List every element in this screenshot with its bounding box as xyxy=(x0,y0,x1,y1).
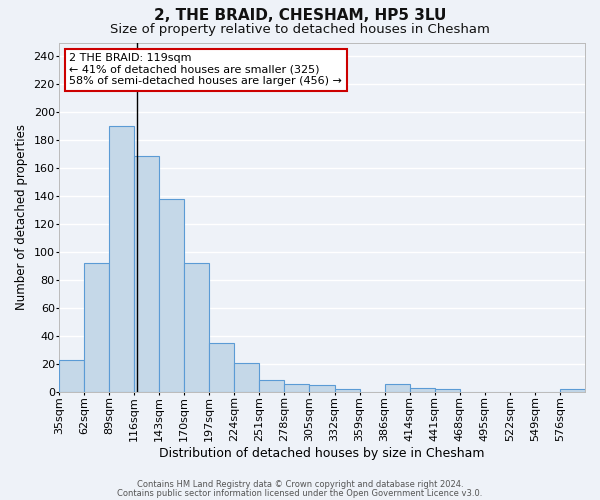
Bar xyxy=(159,199,184,392)
Bar xyxy=(385,384,410,392)
Bar xyxy=(109,126,134,392)
Bar xyxy=(59,360,84,392)
Bar xyxy=(235,363,259,392)
Text: 2 THE BRAID: 119sqm
← 41% of detached houses are smaller (325)
58% of semi-detac: 2 THE BRAID: 119sqm ← 41% of detached ho… xyxy=(70,53,343,86)
Text: Contains HM Land Registry data © Crown copyright and database right 2024.: Contains HM Land Registry data © Crown c… xyxy=(137,480,463,489)
Bar xyxy=(435,390,460,392)
Bar xyxy=(410,388,435,392)
Bar xyxy=(84,264,109,392)
Bar xyxy=(184,264,209,392)
Bar xyxy=(209,343,235,392)
Bar xyxy=(134,156,159,392)
Text: Size of property relative to detached houses in Chesham: Size of property relative to detached ho… xyxy=(110,22,490,36)
Bar xyxy=(560,390,585,392)
Y-axis label: Number of detached properties: Number of detached properties xyxy=(15,124,28,310)
Text: Contains public sector information licensed under the Open Government Licence v3: Contains public sector information licen… xyxy=(118,488,482,498)
Bar xyxy=(335,390,359,392)
Bar xyxy=(310,385,335,392)
Text: 2, THE BRAID, CHESHAM, HP5 3LU: 2, THE BRAID, CHESHAM, HP5 3LU xyxy=(154,8,446,22)
X-axis label: Distribution of detached houses by size in Chesham: Distribution of detached houses by size … xyxy=(159,447,485,460)
Bar xyxy=(284,384,310,392)
Bar xyxy=(259,380,284,392)
